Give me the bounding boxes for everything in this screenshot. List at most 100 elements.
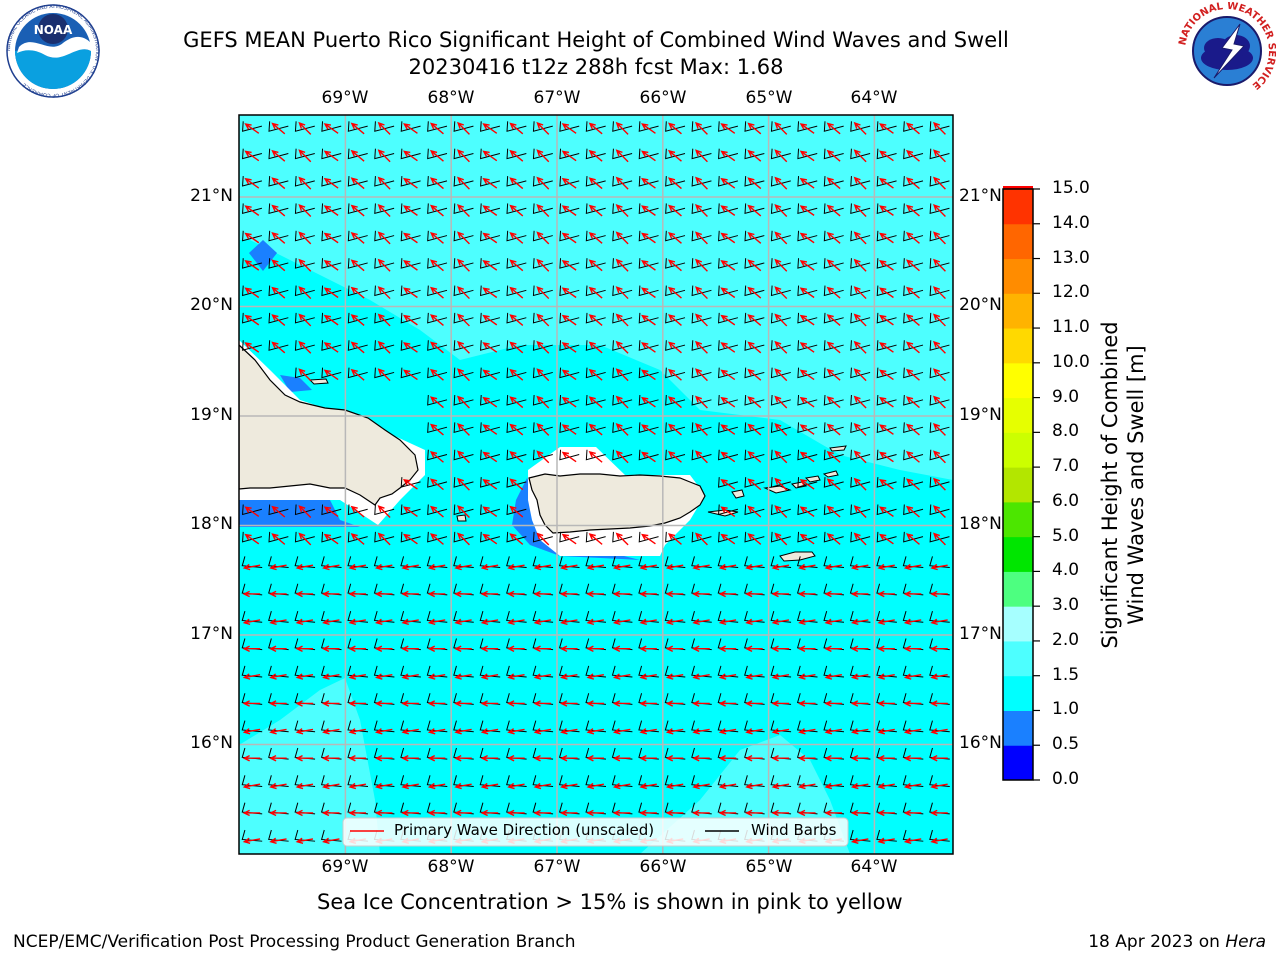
- wave-direction-arrow: [295, 837, 314, 845]
- wave-direction-arrow: [930, 673, 948, 680]
- wave-direction-arrow: [588, 314, 603, 326]
- wind-barb: [506, 258, 527, 269]
- wind-barb: [374, 148, 395, 160]
- wind-barb: [612, 422, 633, 434]
- wind-barb: [876, 148, 897, 160]
- wind-barb: [612, 394, 633, 406]
- island-tortola: [804, 475, 821, 483]
- wind-barb: [453, 422, 474, 434]
- wave-direction-arrow: [718, 782, 737, 790]
- wind-barb: [876, 610, 897, 623]
- wind-barb: [480, 422, 501, 434]
- wind-barb: [929, 148, 950, 160]
- wave-direction-arrow: [482, 424, 498, 435]
- wind-barb: [427, 285, 448, 297]
- wave-direction-arrow: [747, 396, 762, 409]
- wind-barb: [691, 230, 712, 242]
- wave-direction-arrow: [350, 368, 365, 381]
- wind-barb: [585, 531, 606, 543]
- wind-barb: [506, 504, 527, 516]
- wind-barb: [638, 340, 659, 351]
- wave-direction-arrow: [401, 700, 419, 707]
- wave-direction-arrow: [877, 618, 895, 626]
- wave-direction-arrow: [560, 563, 578, 571]
- lon-label-top-67w: 67°W: [533, 88, 581, 108]
- wind-barb: [585, 720, 607, 733]
- wind-barb: [480, 531, 501, 543]
- wave-direction-arrow: [877, 563, 895, 571]
- wind-barb: [585, 367, 606, 379]
- wave-direction-arrow: [403, 205, 418, 216]
- wave-direction-arrow: [694, 532, 708, 546]
- wave-direction-arrow: [456, 286, 470, 300]
- wave-direction-arrow: [429, 396, 444, 409]
- wave-direction-arrow: [826, 423, 841, 436]
- wave-direction-arrow: [694, 368, 708, 382]
- island-tortuga: [308, 378, 329, 385]
- wave-direction-arrow: [879, 205, 894, 216]
- wind-barb: [347, 258, 368, 269]
- wave-direction-arrow: [720, 287, 736, 299]
- wind-barb: [744, 394, 765, 406]
- wave-direction-arrow: [269, 754, 287, 762]
- wave-direction-arrow: [826, 341, 841, 354]
- wave-direction-arrow: [244, 314, 260, 326]
- wind-barb: [850, 449, 871, 461]
- wind-barb: [506, 176, 527, 187]
- colorbar-tick-label: 8.0: [1052, 421, 1080, 442]
- wave-direction-arrow: [559, 700, 578, 707]
- wave-direction-arrow: [350, 286, 365, 299]
- wind-barb: [506, 775, 527, 787]
- wind-barb: [638, 203, 659, 215]
- wave-height-region-dark-4: [280, 375, 312, 392]
- wave-direction-arrow: [244, 506, 260, 518]
- wind-barb: [929, 312, 950, 324]
- wind-barb: [347, 285, 368, 297]
- wave-direction-arrow: [536, 149, 550, 163]
- wave-direction-arrow: [454, 754, 472, 762]
- colorbar-tick-label: 15.0: [1052, 178, 1090, 198]
- wave-direction-arrow: [615, 368, 629, 382]
- wave-direction-arrow: [747, 177, 762, 190]
- wind-barb: [796, 665, 818, 678]
- wave-direction-arrow: [665, 673, 684, 680]
- wind-barb: [374, 531, 395, 543]
- wind-barb: [665, 176, 686, 187]
- wind-barb: [691, 121, 712, 132]
- wave-direction-arrow: [588, 122, 603, 135]
- wave-direction-arrow: [377, 313, 391, 327]
- wind-barb: [453, 504, 474, 516]
- wave-direction-arrow: [244, 150, 260, 162]
- wave-direction-arrow: [482, 287, 498, 299]
- wind-barb: [506, 312, 527, 324]
- wave-direction-arrow: [667, 231, 682, 244]
- wave-direction-arrow: [427, 782, 446, 790]
- wave-direction-arrow: [350, 231, 365, 244]
- noaa-logo: NOAA NATIONAL OCEANIC AND ATMOSPHERIC AD…: [6, 4, 100, 98]
- lat-label-right-16n: 16°N: [959, 733, 1002, 753]
- wind-barb: [427, 394, 448, 406]
- wave-direction-arrow: [612, 673, 631, 680]
- wave-direction-arrow: [561, 342, 577, 353]
- wind-barb: [903, 394, 924, 406]
- wave-direction-arrow: [586, 618, 604, 626]
- wave-direction-arrow: [507, 809, 525, 817]
- wave-direction-arrow: [269, 590, 287, 598]
- island-anegada: [829, 445, 847, 452]
- wave-direction-arrow: [615, 450, 629, 464]
- wave-direction-arrow: [295, 809, 314, 817]
- wave-direction-arrow: [295, 645, 314, 652]
- wind-barb: [823, 665, 845, 678]
- map-frame: [238, 114, 954, 855]
- wind-barb: [876, 477, 897, 488]
- wind-barb: [506, 531, 527, 543]
- wave-direction-arrow: [561, 396, 577, 408]
- wind-barb: [823, 720, 845, 733]
- wave-direction-arrow: [771, 728, 790, 735]
- wind-barb: [426, 775, 448, 787]
- wind-barb: [347, 367, 368, 379]
- wind-barb: [268, 312, 289, 324]
- wind-barb: [876, 531, 897, 543]
- wind-barb: [849, 829, 871, 842]
- wind-barb: [321, 203, 342, 215]
